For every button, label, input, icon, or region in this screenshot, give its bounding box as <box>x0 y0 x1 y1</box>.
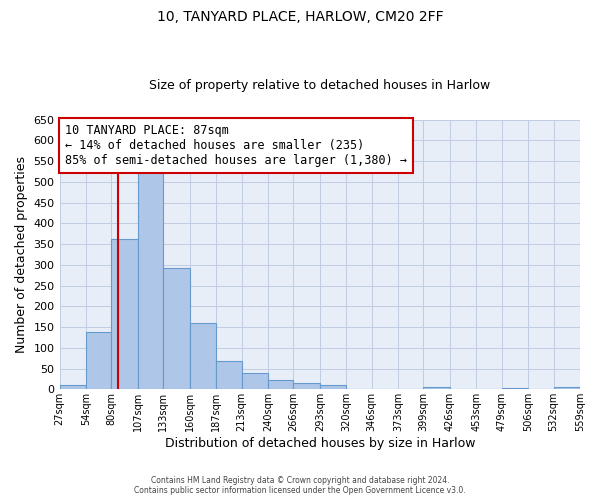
Bar <box>86 332 112 390</box>
Bar <box>112 238 138 390</box>
Text: Contains HM Land Registry data © Crown copyright and database right 2024.
Contai: Contains HM Land Registry data © Crown c… <box>134 476 466 495</box>
Bar <box>242 372 268 390</box>
Bar <box>59 385 86 390</box>
Text: 10, TANYARD PLACE, HARLOW, CM20 2FF: 10, TANYARD PLACE, HARLOW, CM20 2FF <box>157 10 443 24</box>
X-axis label: Distribution of detached houses by size in Harlow: Distribution of detached houses by size … <box>164 437 475 450</box>
Bar <box>138 166 163 390</box>
Bar <box>293 383 320 390</box>
Bar <box>268 380 293 390</box>
Y-axis label: Number of detached properties: Number of detached properties <box>15 156 28 353</box>
Bar <box>320 385 346 390</box>
Text: 10 TANYARD PLACE: 87sqm
← 14% of detached houses are smaller (235)
85% of semi-d: 10 TANYARD PLACE: 87sqm ← 14% of detache… <box>65 124 407 166</box>
Bar <box>216 361 242 390</box>
Bar <box>190 323 216 390</box>
Bar <box>502 388 528 390</box>
Bar <box>424 387 450 390</box>
Title: Size of property relative to detached houses in Harlow: Size of property relative to detached ho… <box>149 79 490 92</box>
Bar <box>554 387 580 390</box>
Bar <box>163 268 190 390</box>
